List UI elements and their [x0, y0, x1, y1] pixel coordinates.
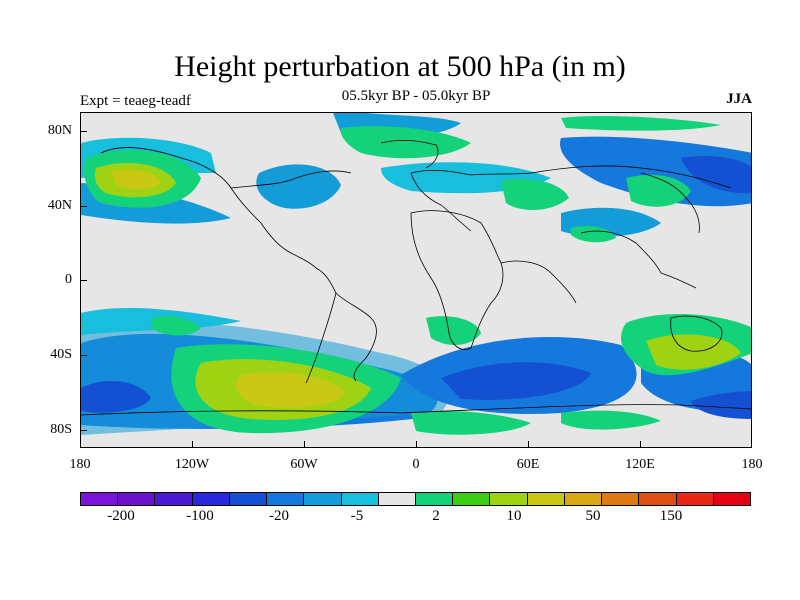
lon-label-60e: 60E — [516, 457, 540, 472]
legend-color-swatch — [81, 493, 119, 505]
legend-color-swatch — [304, 493, 342, 505]
legend-color-swatch — [639, 493, 677, 505]
legend-label: 2 — [432, 508, 440, 524]
legend-label: -5 — [350, 508, 364, 524]
lon-tick-mark — [528, 441, 529, 448]
lon-tick-mark — [304, 441, 305, 448]
legend-label: 50 — [585, 508, 601, 524]
lon-tick-mark — [416, 441, 417, 448]
lon-tick-mark — [192, 441, 193, 448]
legend-color-swatch — [155, 493, 193, 505]
legend-color-swatch — [676, 493, 714, 505]
lon-label-120e: 120E — [625, 457, 655, 472]
legend-color-swatch — [490, 493, 528, 505]
experiment-label: Expt = teaeg-teadf — [80, 93, 191, 109]
legend-color-swatch — [602, 493, 640, 505]
lon-label-0: 0 — [412, 457, 420, 472]
legend-color-swatch — [229, 493, 268, 505]
legend-label: -100 — [186, 508, 214, 524]
color-legend-bar — [80, 492, 751, 506]
lat-tick-mark — [80, 430, 87, 431]
chart-subtitle: 05.5kyr BP - 05.0kyr BP — [341, 88, 491, 104]
lat-label-40s: 40S — [50, 347, 72, 362]
contour-map — [81, 113, 751, 435]
legend-label: -20 — [269, 508, 289, 524]
legend-color-swatch — [453, 493, 491, 505]
lat-tick-mark — [80, 131, 87, 132]
lat-tick-mark — [80, 206, 87, 207]
legend-color-swatch — [564, 493, 603, 505]
lon-label-120w: 120W — [174, 457, 210, 472]
lon-label-180w: 180 — [69, 457, 91, 472]
lat-label-80s: 80S — [50, 422, 72, 437]
lon-label-180e: 180 — [741, 457, 763, 472]
lat-tick-mark — [80, 280, 87, 281]
legend-label: -200 — [107, 508, 135, 524]
legend-color-swatch — [267, 493, 305, 505]
lat-tick-mark — [80, 355, 87, 356]
legend-color-swatch — [713, 493, 750, 505]
legend-color-swatch — [378, 493, 416, 505]
legend-color-swatch — [527, 493, 565, 505]
coastlines — [81, 139, 751, 416]
lon-tick-mark — [640, 441, 641, 448]
legend-color-swatch — [118, 493, 156, 505]
map-panel — [80, 112, 752, 448]
lat-label-80n: 80N — [47, 123, 72, 138]
positive-anomaly-fill — [84, 115, 751, 435]
legend-color-swatch — [192, 493, 230, 505]
chart-title: Height perturbation at 500 hPa (in m) — [174, 50, 626, 83]
lon-label-60w: 60W — [290, 457, 318, 472]
legend-label: 10 — [506, 508, 522, 524]
season-label: JJA — [726, 91, 752, 107]
legend-color-swatch — [415, 493, 454, 505]
legend-label: 150 — [659, 508, 683, 524]
lat-label-0: 0 — [65, 272, 72, 287]
legend-color-swatch — [341, 493, 379, 505]
lat-label-40n: 40N — [47, 198, 72, 213]
